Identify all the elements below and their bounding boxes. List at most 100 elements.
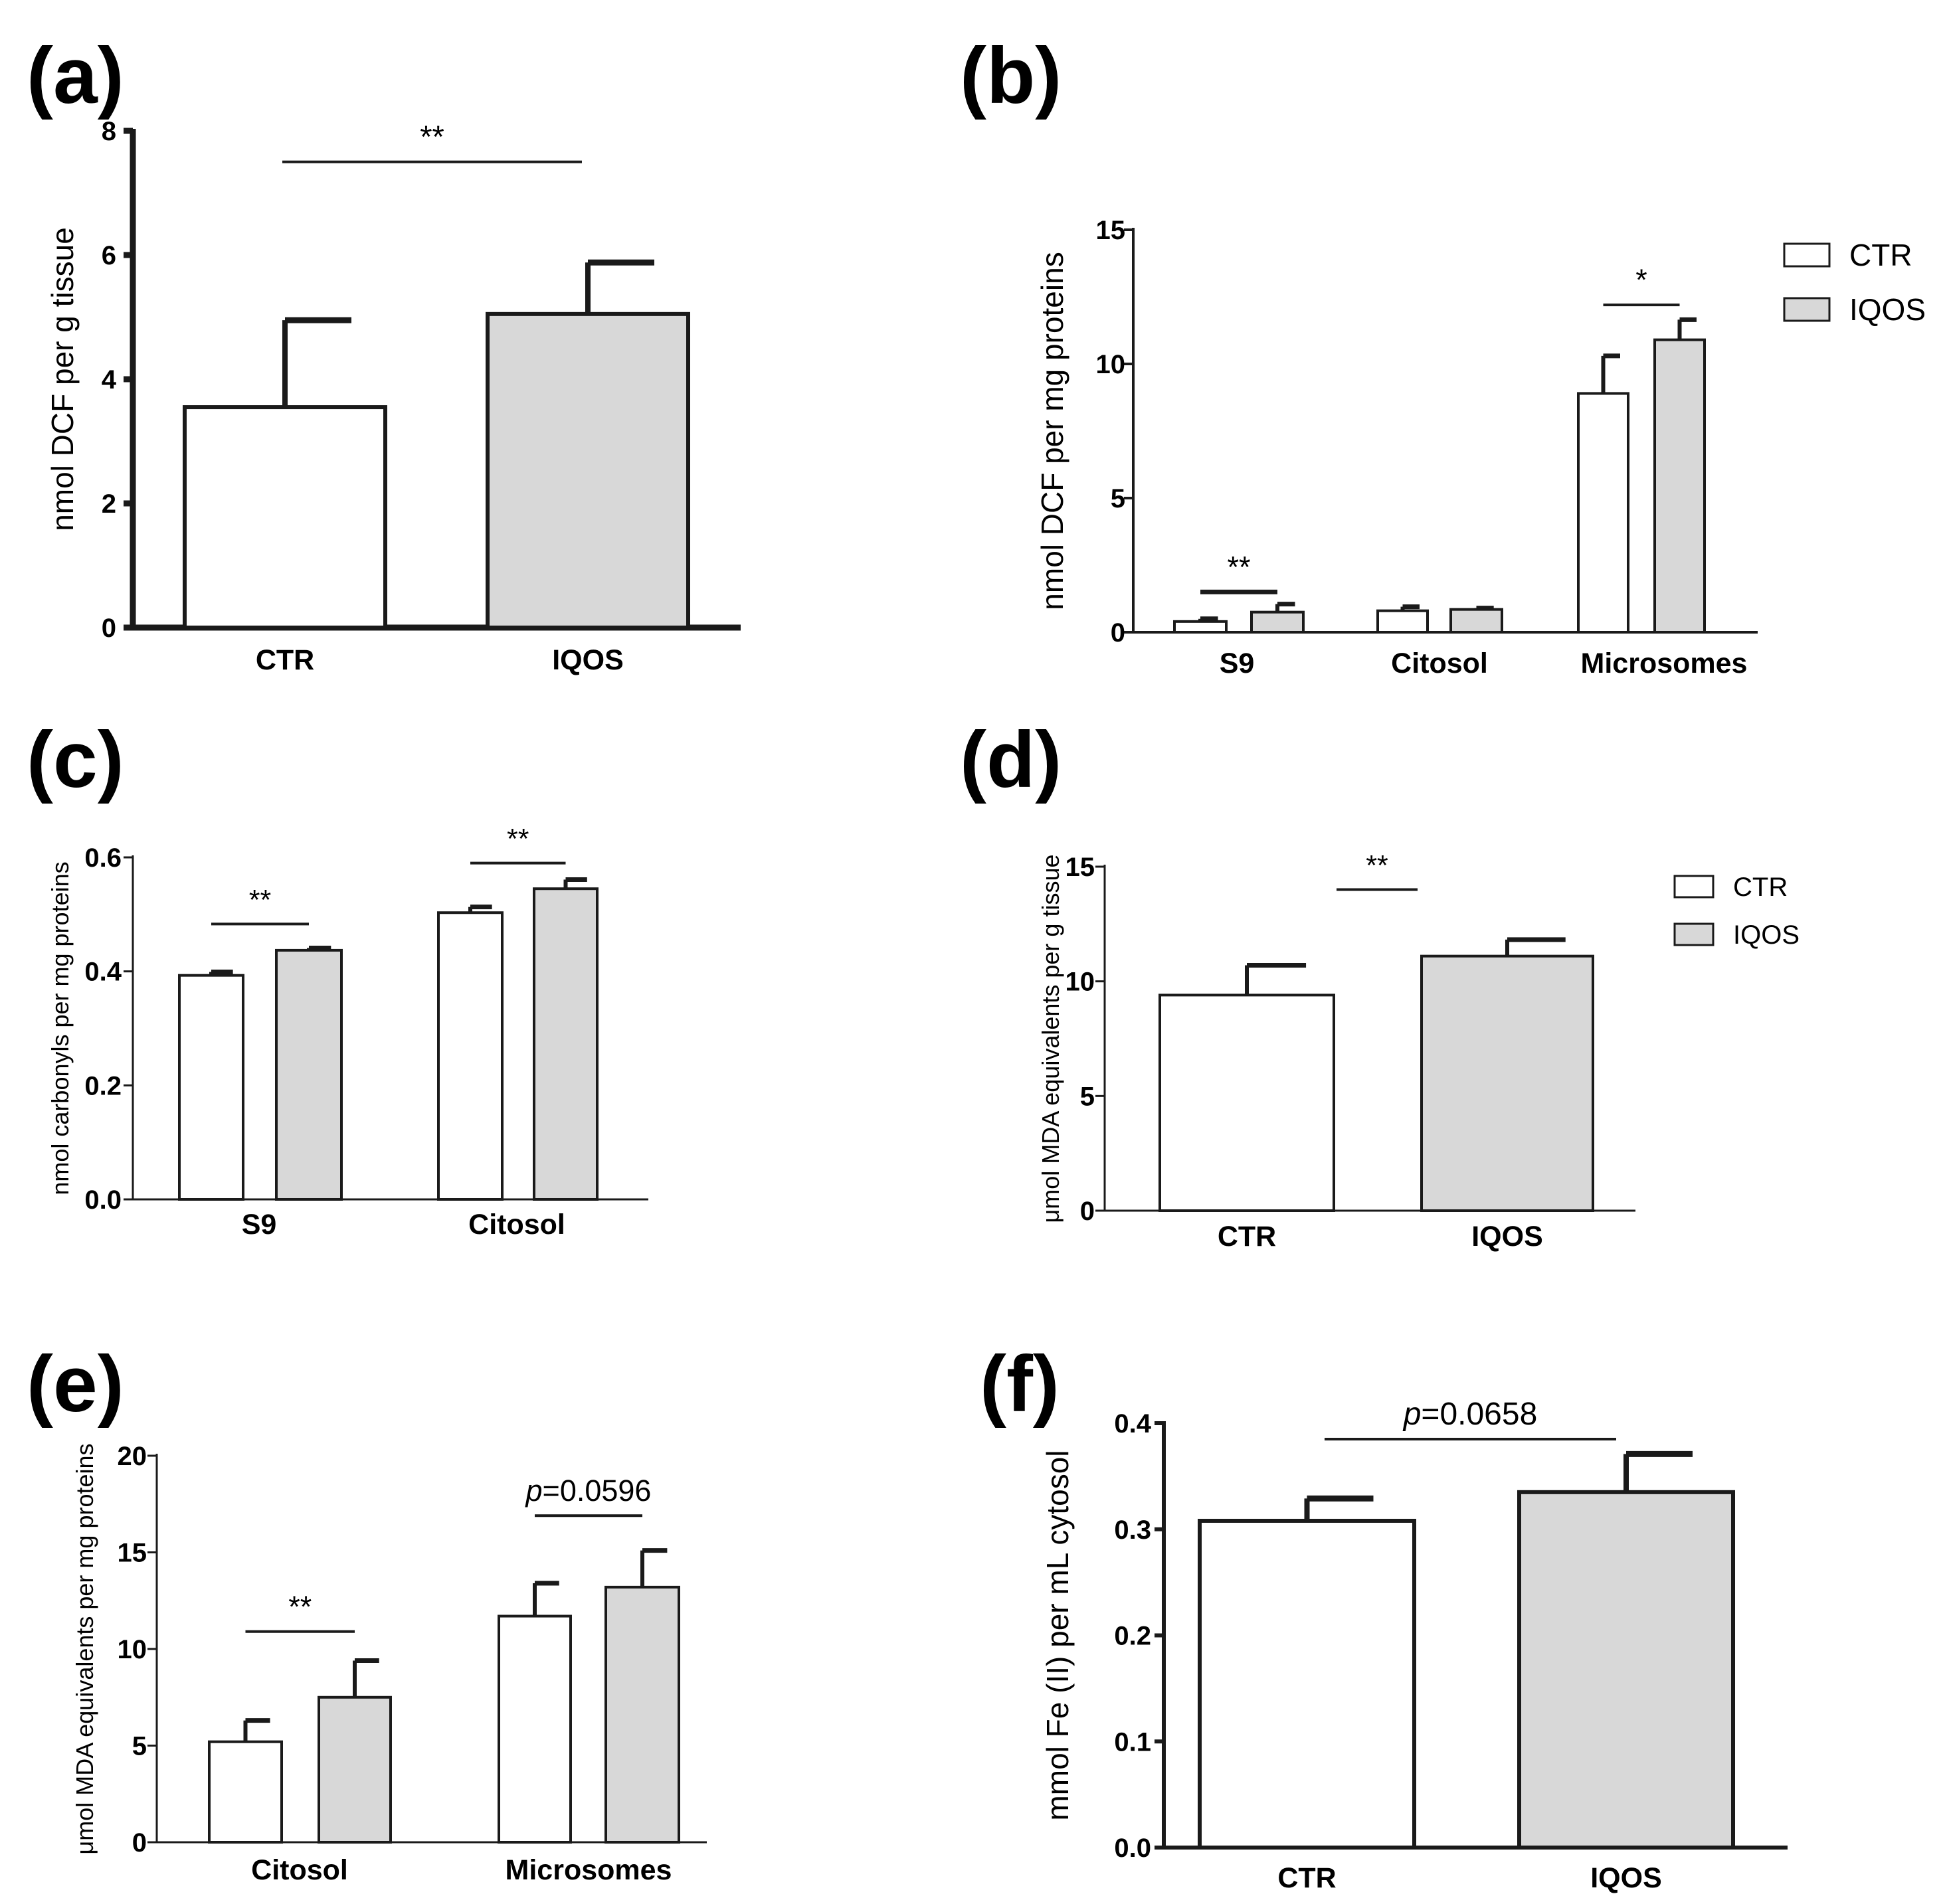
bar bbox=[178, 974, 244, 1201]
x-category-label: CTR bbox=[256, 644, 314, 676]
y-tick-label: 0.1 bbox=[1114, 1727, 1151, 1757]
legend-swatch-iqos bbox=[1673, 922, 1714, 946]
significance-label: ** bbox=[1227, 550, 1250, 584]
legend-swatch-iqos bbox=[1783, 297, 1831, 322]
y-tick-label: 0.2 bbox=[1114, 1622, 1151, 1651]
y-tick-label: 15 bbox=[1096, 216, 1126, 245]
y-axis-title: nmol DCF per g tissue bbox=[45, 227, 80, 531]
legend-swatch-ctr bbox=[1673, 875, 1714, 899]
y-axis-title: nmol carbonyls per mg proteins bbox=[46, 861, 74, 1195]
bar bbox=[486, 311, 690, 630]
panel-c: (c) 0.0 0.2 0.4 0.6 nmol carbonyls per mg pro… bbox=[27, 715, 648, 1241]
y-tick-label: 0.0 bbox=[84, 1185, 122, 1215]
bar bbox=[604, 1585, 680, 1844]
significance-label: p=0.0658 bbox=[1402, 1397, 1538, 1432]
y-axis-title: mmol Fe (II) per mL cytosol bbox=[1040, 1450, 1075, 1820]
significance-label: * bbox=[1635, 263, 1647, 297]
legend: CTR IQOS bbox=[1673, 873, 1800, 950]
x-category-label: IQOS bbox=[552, 644, 624, 676]
panel-f: (f) 0.0 0.1 0.2 0.3 0.4 mmol Fe (II) per mL cy… bbox=[980, 1340, 1788, 1894]
bar bbox=[533, 887, 599, 1201]
x-category-label: Citosol bbox=[468, 1209, 565, 1241]
y-axis-title: μmol MDA equivalents per g tissue bbox=[1037, 855, 1064, 1223]
x-category-label: Citosol bbox=[251, 1854, 348, 1886]
x-category-label: S9 bbox=[1220, 648, 1255, 679]
significance-label: p=0.0596 bbox=[525, 1474, 652, 1508]
y-tick-label: 5 bbox=[1111, 484, 1125, 513]
y-tick-label: 0 bbox=[1080, 1197, 1095, 1226]
y-tick-label: 0 bbox=[102, 614, 116, 643]
panel-label: (c) bbox=[27, 715, 124, 804]
y-axis-title: μmol MDA equivalents per mg proteins bbox=[71, 1443, 98, 1854]
bar bbox=[183, 405, 387, 630]
y-tick-label: 5 bbox=[1080, 1082, 1095, 1111]
x-category-label: S9 bbox=[242, 1209, 277, 1241]
y-tick-label: 0 bbox=[132, 1828, 147, 1858]
bar bbox=[1449, 608, 1503, 634]
bar bbox=[1420, 954, 1594, 1213]
legend-swatch-ctr bbox=[1783, 242, 1831, 268]
p-value: =0.0658 bbox=[1421, 1397, 1537, 1432]
y-tick-label: 10 bbox=[1065, 968, 1095, 997]
y-tick-label: 10 bbox=[1096, 350, 1126, 379]
bar bbox=[1517, 1490, 1735, 1850]
y-tick-label: 5 bbox=[132, 1732, 147, 1761]
significance-label: ** bbox=[1366, 850, 1388, 882]
bar bbox=[208, 1740, 283, 1844]
y-tick-label: 8 bbox=[102, 117, 116, 146]
legend-label-ctr: CTR bbox=[1733, 873, 1788, 902]
x-category-label: CTR bbox=[1218, 1221, 1276, 1253]
bar bbox=[1250, 610, 1305, 634]
bar bbox=[1376, 609, 1429, 634]
p-italic: p bbox=[525, 1474, 543, 1508]
x-category-label: Microsomes bbox=[506, 1854, 672, 1886]
panel-label: (d) bbox=[960, 715, 1062, 804]
x-category-label: Microsomes bbox=[1581, 648, 1748, 679]
panel-label: (f) bbox=[980, 1340, 1060, 1428]
y-tick-label: 0.2 bbox=[84, 1071, 122, 1100]
bar bbox=[437, 911, 504, 1201]
y-tick-label: 10 bbox=[118, 1635, 147, 1664]
bar bbox=[1198, 1518, 1416, 1850]
y-tick-label: 2 bbox=[102, 489, 116, 519]
bar bbox=[275, 948, 343, 1201]
significance-label: ** bbox=[249, 884, 272, 916]
significance-label: ** bbox=[507, 823, 529, 855]
y-tick-label: 6 bbox=[102, 241, 116, 270]
y-tick-label: 0.4 bbox=[84, 958, 122, 987]
y-tick-label: 0.3 bbox=[1114, 1515, 1151, 1545]
bar bbox=[318, 1695, 392, 1844]
p-value: =0.0596 bbox=[543, 1474, 652, 1508]
bar bbox=[1653, 338, 1706, 634]
y-tick-label: 0 bbox=[1111, 618, 1125, 648]
x-category-label: Citosol bbox=[1391, 648, 1488, 679]
p-italic: p bbox=[1402, 1397, 1422, 1432]
x-category-label: CTR bbox=[1277, 1862, 1336, 1894]
y-tick-label: 4 bbox=[102, 365, 117, 394]
y-tick-label: 15 bbox=[118, 1539, 147, 1568]
panel-label: (b) bbox=[960, 31, 1062, 120]
y-tick-label: 0.4 bbox=[1114, 1409, 1151, 1438]
y-tick-label: 20 bbox=[118, 1442, 147, 1471]
significance-label: ** bbox=[420, 119, 444, 154]
bar bbox=[1577, 392, 1629, 634]
bar bbox=[1173, 620, 1228, 634]
y-tick-label: 0.0 bbox=[1114, 1834, 1151, 1863]
legend-label-ctr: CTR bbox=[1849, 238, 1912, 272]
panel-a: (a) 0 2 4 6 8 nmol DCF per g tissue CTR IQOS ** bbox=[27, 31, 741, 676]
legend-label-iqos: IQOS bbox=[1733, 920, 1800, 950]
panel-label: (e) bbox=[27, 1340, 124, 1428]
legend-label-iqos: IQOS bbox=[1849, 292, 1926, 327]
x-category-label: IQOS bbox=[1471, 1221, 1543, 1253]
x-category-label: IQOS bbox=[1590, 1862, 1662, 1894]
panel-e: (e) 0 5 10 15 20 μmol MDA equivalents per mg p… bbox=[27, 1340, 707, 1886]
panel-b: (b) 0 5 10 15 nmol DCF per mg proteins S9 Citos… bbox=[960, 31, 1926, 679]
y-tick-label: 15 bbox=[1065, 853, 1095, 882]
panel-label: (a) bbox=[27, 31, 124, 120]
bar bbox=[1158, 994, 1335, 1213]
legend: CTR IQOS bbox=[1783, 238, 1926, 327]
significance-label: ** bbox=[288, 1590, 312, 1624]
bar bbox=[498, 1614, 572, 1844]
